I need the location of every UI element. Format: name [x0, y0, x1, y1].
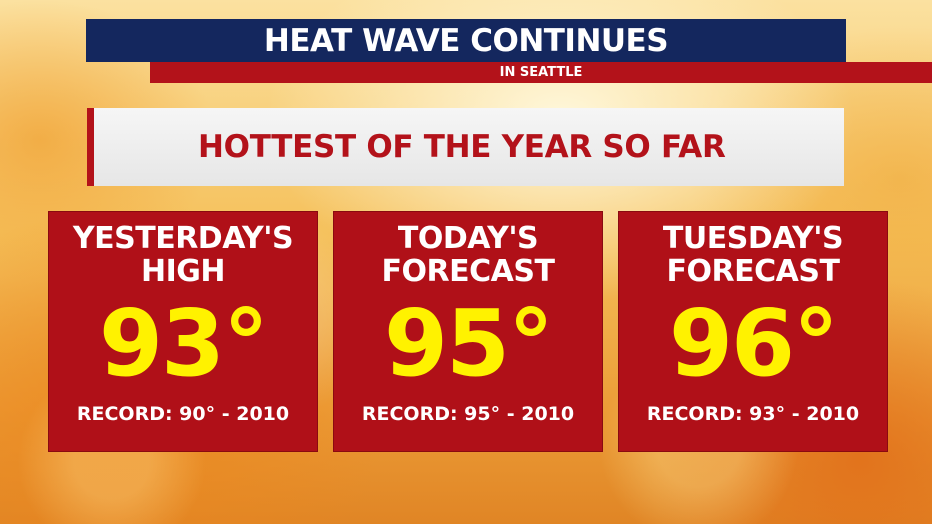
headline-bar: HEAT WAVE CONTINUES: [86, 19, 846, 62]
card-today-forecast: TODAY'S FORECAST 95° RECORD: 95° - 2010: [333, 211, 603, 452]
card-label: TUESDAY'S FORECAST: [619, 222, 887, 288]
card-label-line1: YESTERDAY'S: [72, 221, 294, 256]
banner-panel: HOTTEST OF THE YEAR SO FAR: [87, 108, 844, 186]
card-record: RECORD: 95° - 2010: [361, 403, 575, 425]
card-label-line1: TODAY'S: [397, 221, 539, 256]
card-record: RECORD: 93° - 2010: [646, 403, 860, 425]
banner-text: HOTTEST OF THE YEAR SO FAR: [198, 129, 726, 165]
card-label-line2: HIGH: [140, 254, 226, 289]
card-yesterday-high: YESTERDAY'S HIGH 93° RECORD: 90° - 2010: [48, 211, 318, 452]
subheadline-bar: IN SEATTLE: [150, 62, 932, 83]
card-record: RECORD: 90° - 2010: [76, 403, 290, 425]
card-label-line2: FORECAST: [381, 254, 555, 289]
card-label: TODAY'S FORECAST: [334, 222, 602, 288]
card-label-line1: TUESDAY'S: [662, 221, 844, 256]
card-label: YESTERDAY'S HIGH: [49, 222, 317, 288]
headline-subtitle: IN SEATTLE: [499, 65, 583, 80]
card-temperature: 93°: [98, 290, 269, 397]
card-temperature: 95°: [383, 290, 554, 397]
card-label-line2: FORECAST: [666, 254, 840, 289]
card-tuesday-forecast: TUESDAY'S FORECAST 96° RECORD: 93° - 201…: [618, 211, 888, 452]
card-temperature: 96°: [668, 290, 839, 397]
headline-title: HEAT WAVE CONTINUES: [263, 22, 669, 59]
